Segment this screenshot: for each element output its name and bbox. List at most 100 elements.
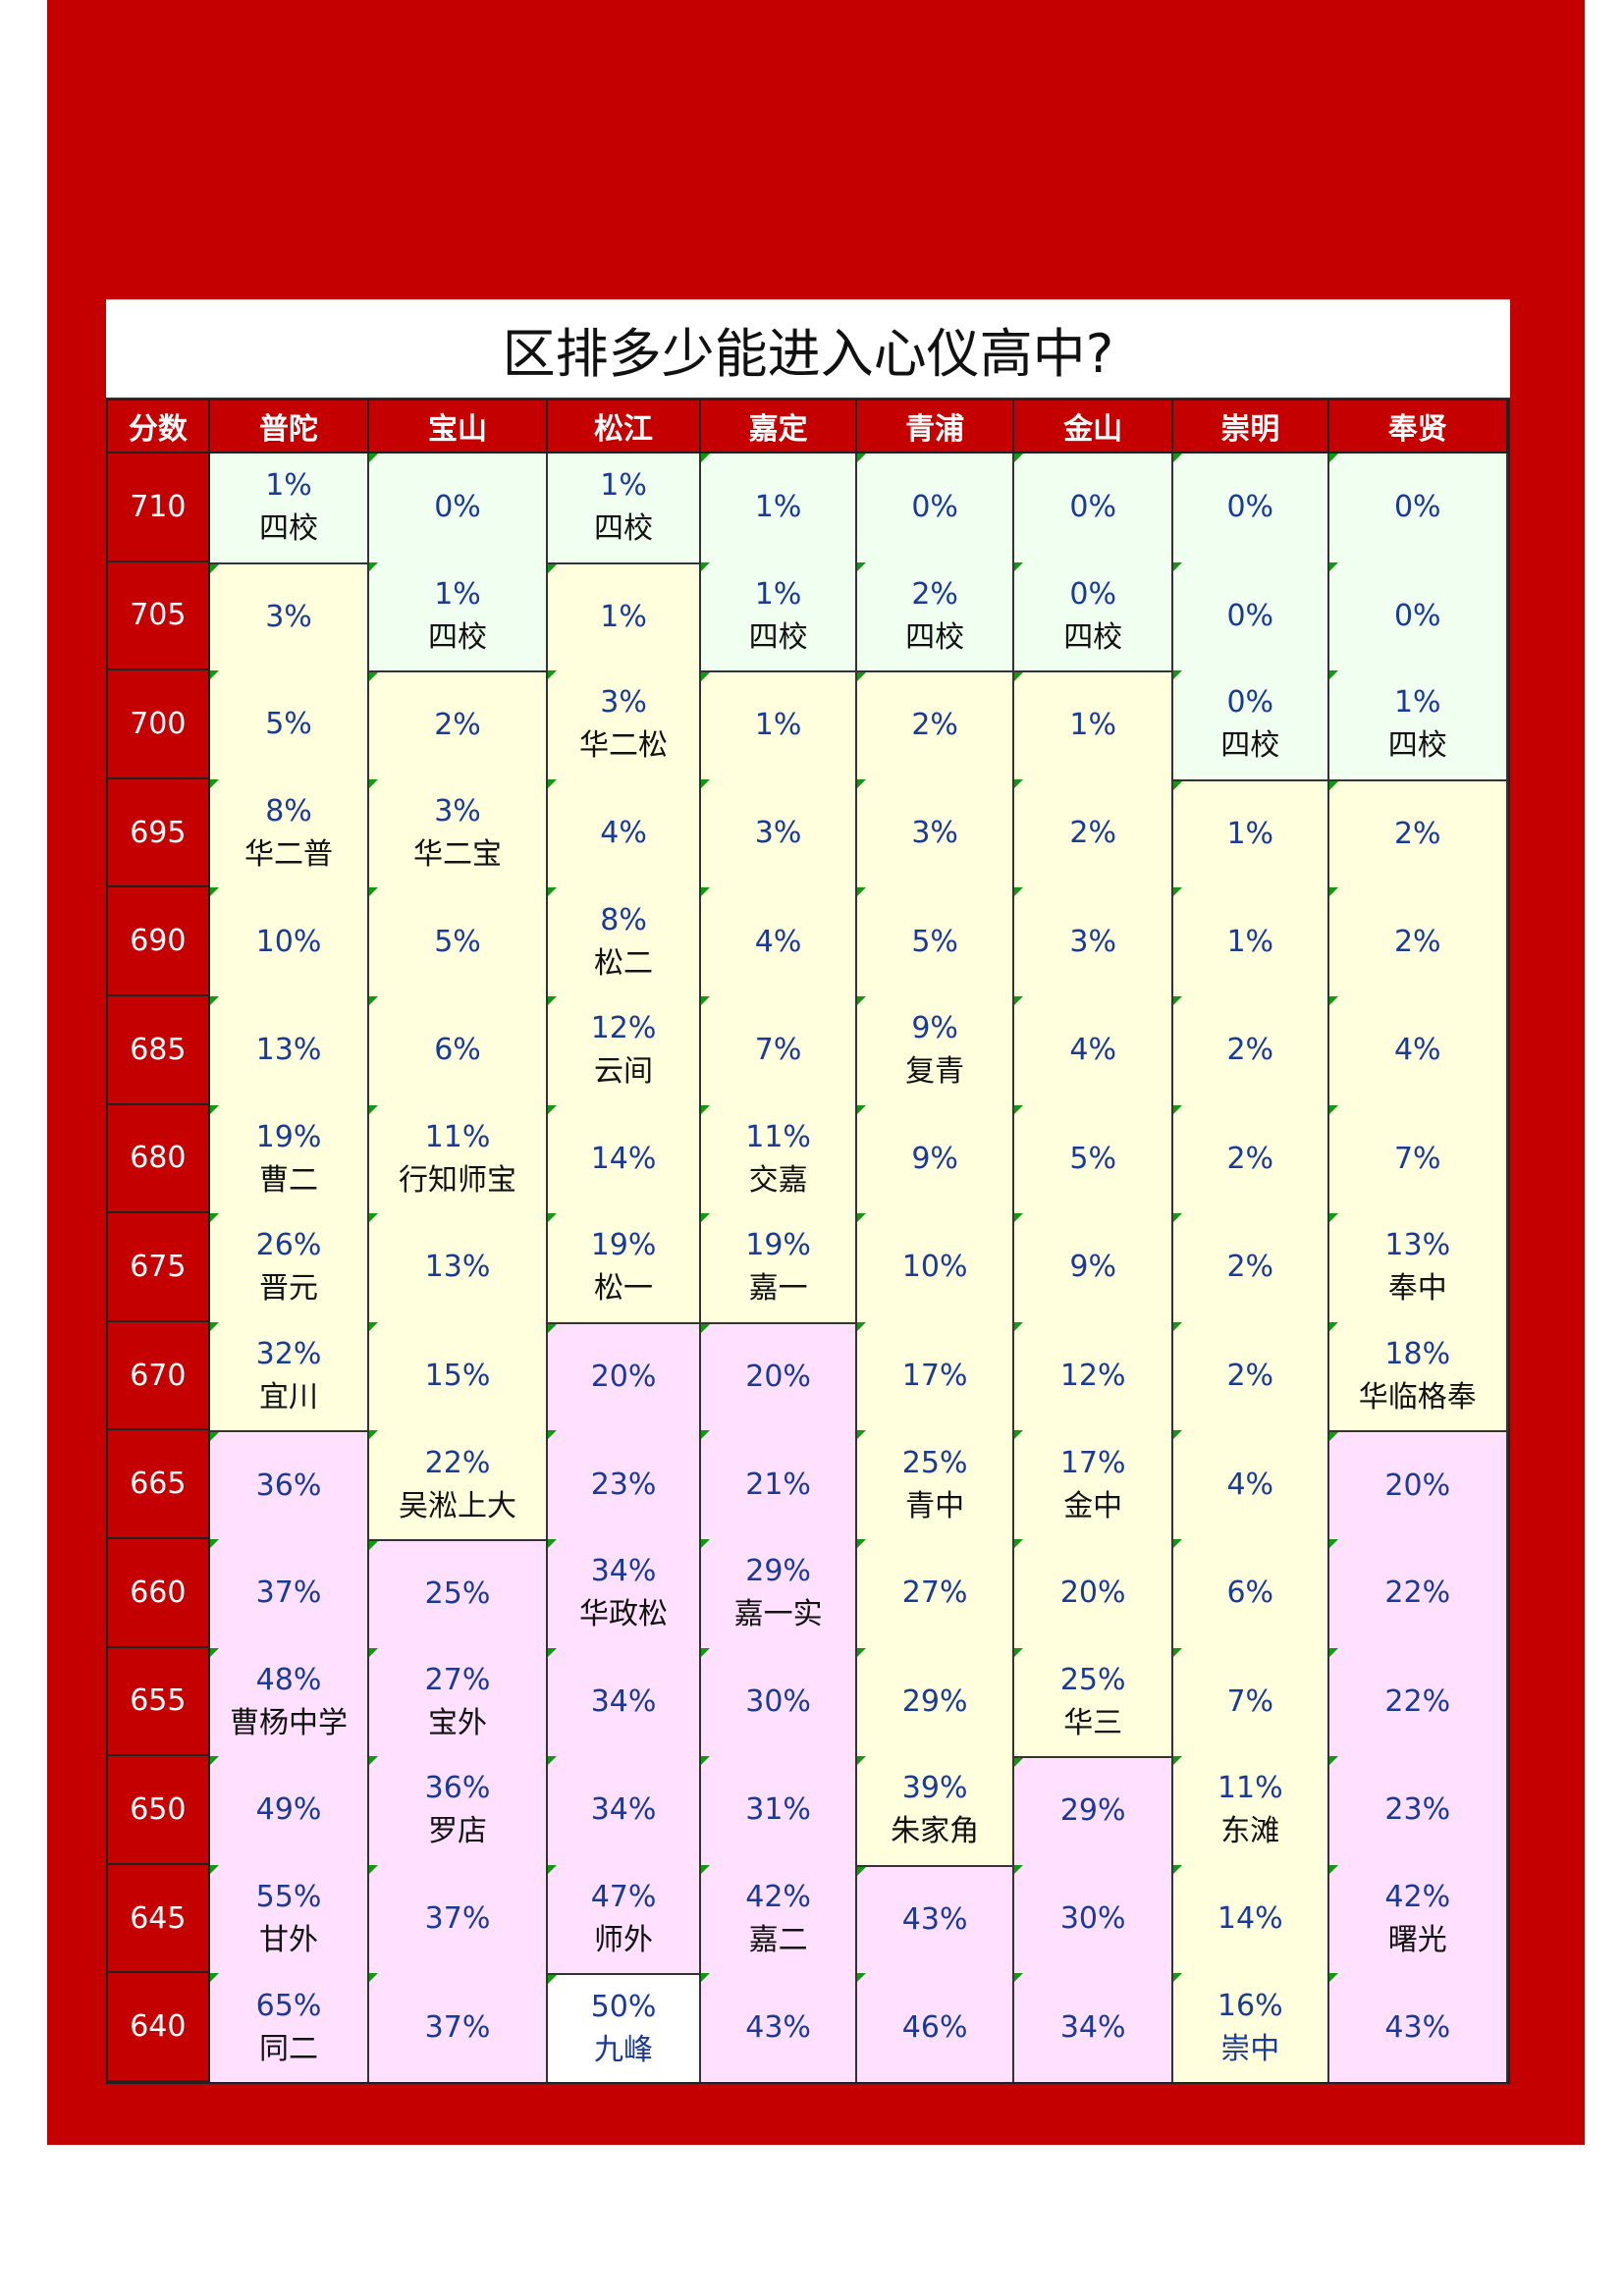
table-row: 655 48% 曹杨中学 27% 宝外 34% 30% 29% 25% 华三 7% 22% <box>108 1647 1509 1757</box>
percent-value: 43% <box>901 1902 968 1938</box>
table-cell: 18% 华临格奉 <box>1328 1321 1509 1431</box>
table-cell: 2% 四校 <box>856 561 1015 671</box>
table-cell: 1% 四校 <box>369 561 548 671</box>
percent-value: 42% <box>745 1880 811 1915</box>
table-cell: 4% <box>1172 1430 1329 1539</box>
percent-value: 4% <box>1393 1033 1441 1068</box>
table-cell: 17% <box>856 1321 1015 1431</box>
table-cell: 1% <box>701 454 857 562</box>
school-name: 嘉一 <box>748 1271 808 1307</box>
table-cell: 46% <box>856 1973 1015 2082</box>
percent-value: 32% <box>255 1337 322 1372</box>
school-name: 复青 <box>905 1054 965 1090</box>
header-district: 嘉定 <box>701 400 857 454</box>
percent-value: 0% <box>911 490 958 525</box>
table-cell: 43% <box>701 1973 857 2082</box>
table-cell: 34% <box>547 1647 702 1757</box>
table-cell: 34% 华政松 <box>547 1538 702 1648</box>
percent-value: 5% <box>1069 1141 1116 1176</box>
school-name: 师外 <box>594 1923 654 1958</box>
table-cell: 0% 四校 <box>1014 561 1173 671</box>
table-row: 680 19% 曹二 11% 行知师宝 14% 11% 交嘉 9% 5% 2% 7% <box>108 1104 1509 1214</box>
table-cell: 0% <box>1172 454 1329 562</box>
school-name: 九峰 <box>594 2032 654 2067</box>
school-name: 金中 <box>1063 1488 1123 1523</box>
table-cell: 0% <box>1328 561 1509 671</box>
percent-value: 3% <box>434 794 481 829</box>
school-name: 四校 <box>428 619 487 655</box>
table-cell: 30% <box>1014 1864 1173 1974</box>
percent-value: 43% <box>1384 2009 1451 2045</box>
percent-value: 30% <box>745 1683 811 1719</box>
table-row: 640 65% 同二 37% 50% 九峰 43% 46% 34% 16% 崇中 43% <box>108 1973 1509 2082</box>
table-cell: 10% <box>856 1213 1015 1322</box>
header-district: 松江 <box>547 400 702 454</box>
table-cell: 13% <box>209 995 370 1105</box>
percent-value: 0% <box>434 490 481 525</box>
percent-value: 27% <box>424 1662 491 1697</box>
percent-value: 8% <box>600 902 647 937</box>
percent-value: 19% <box>745 1228 811 1263</box>
table-cell: 22% 吴淞上大 <box>369 1430 548 1539</box>
table-cell: 2% <box>1328 778 1509 888</box>
table-cell: 1% <box>547 561 702 671</box>
percent-value: 3% <box>265 599 312 634</box>
table-row: 645 55% 甘外 37% 47% 师外 42% 嘉二 43% 30% 14% 42% 曙光 <box>108 1864 1509 1974</box>
percent-value: 6% <box>1226 1575 1274 1611</box>
school-name: 四校 <box>1220 728 1280 764</box>
table-cell: 4% <box>1014 995 1173 1105</box>
table-row: 670 32% 宜川 15% 20% 20% 17% 12% 2% 18% 华临格奉 <box>108 1321 1509 1431</box>
percent-value: 15% <box>424 1359 491 1394</box>
score-rank-table: 分数 普陀 宝山 松江 嘉定 青浦 金山 崇明 奉贤 710 1% 四校 0% 1% 四校 1% 0% 0% 0% 0… <box>106 399 1510 2084</box>
percent-value: 23% <box>590 1467 657 1502</box>
percent-value: 7% <box>1393 1141 1441 1176</box>
table-cell: 43% <box>856 1864 1015 1974</box>
percent-value: 29% <box>745 1554 811 1589</box>
percent-value: 7% <box>754 1033 802 1068</box>
table-cell: 29% <box>1014 1756 1173 1865</box>
percent-value: 2% <box>1069 816 1116 851</box>
page-title: 区排多少能进入心仪高中? <box>106 299 1510 398</box>
percent-value: 37% <box>255 1575 322 1611</box>
table-cell: 5% <box>1014 1104 1173 1214</box>
percent-value: 50% <box>590 1989 657 2024</box>
percent-value: 12% <box>1059 1359 1126 1394</box>
table-cell: 1% 四校 <box>1328 670 1509 779</box>
table-cell: 55% 甘外 <box>209 1864 370 1974</box>
percent-value: 5% <box>434 924 481 959</box>
percent-value: 1% <box>754 708 802 743</box>
table-cell: 3% <box>1014 887 1173 996</box>
percent-value: 11% <box>1217 1771 1283 1806</box>
score-cell: 670 <box>108 1321 210 1431</box>
school-name: 华政松 <box>579 1597 669 1632</box>
table-cell: 2% <box>1172 1321 1329 1431</box>
school-name: 云间 <box>594 1054 654 1090</box>
percent-value: 65% <box>255 1988 322 2023</box>
table-cell: 3% <box>856 778 1015 888</box>
percent-value: 2% <box>911 576 958 612</box>
school-name: 交嘉 <box>748 1162 808 1198</box>
table-cell: 2% <box>1172 1213 1329 1322</box>
percent-value: 46% <box>901 2009 968 2045</box>
percent-value: 34% <box>1059 2009 1126 2045</box>
table-cell: 25% 华三 <box>1014 1647 1173 1757</box>
percent-value: 13% <box>424 1250 491 1285</box>
school-name: 奉中 <box>1387 1271 1447 1307</box>
table-cell: 8% 华二普 <box>209 778 370 888</box>
table-cell: 47% 师外 <box>547 1864 702 1974</box>
table-cell: 5% <box>856 887 1015 996</box>
table-cell: 20% <box>547 1321 702 1431</box>
table-cell: 2% <box>1328 887 1509 996</box>
table-row: 650 49% 36% 罗店 34% 31% 39% 朱家角 29% 11% 东滩 23% <box>108 1756 1509 1865</box>
percent-value: 25% <box>901 1445 968 1480</box>
percent-value: 34% <box>590 1683 657 1719</box>
percent-value: 19% <box>590 1228 657 1263</box>
table-cell: 23% <box>547 1430 702 1539</box>
table-cell: 14% <box>1172 1864 1329 1974</box>
percent-value: 36% <box>255 1468 322 1503</box>
score-cell: 690 <box>108 887 210 996</box>
percent-value: 1% <box>265 468 312 504</box>
table-cell: 4% <box>547 778 702 888</box>
percent-value: 9% <box>1069 1250 1116 1285</box>
table-cell: 19% 曹二 <box>209 1104 370 1214</box>
